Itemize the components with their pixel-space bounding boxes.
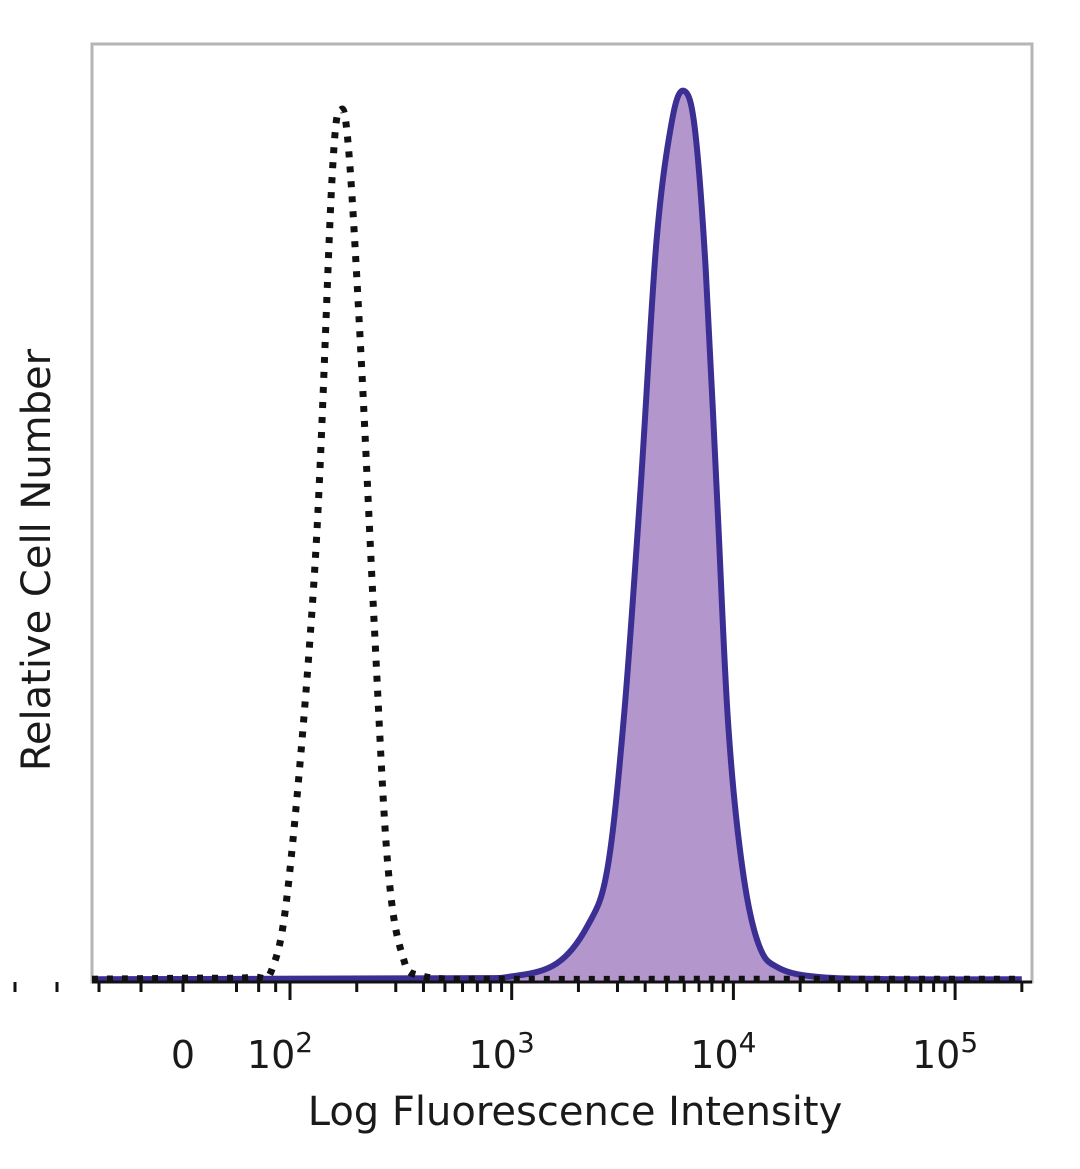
- y-axis-label: Relative Cell Number: [14, 348, 60, 771]
- x-tick-label: 102: [247, 1026, 313, 1077]
- series-layer: [91, 87, 1022, 983]
- x-tick-label: 105: [912, 1026, 978, 1077]
- x-axis-tick-labels: 0 102 103 104 105: [171, 1026, 978, 1077]
- x-tick-label: 0: [171, 1033, 195, 1077]
- x-axis-label: Log Fluorescence Intensity: [308, 1089, 843, 1135]
- stained-histogram-line: [91, 87, 1022, 983]
- plot-frame: [90, 42, 1034, 984]
- x-tick-label: 104: [690, 1026, 756, 1077]
- x-tick-label: 103: [469, 1026, 535, 1077]
- stained-histogram-fill: [92, 90, 1022, 982]
- isotype-control-histogram-line: [91, 105, 1022, 983]
- x-axis-ticks: [13, 980, 1032, 1000]
